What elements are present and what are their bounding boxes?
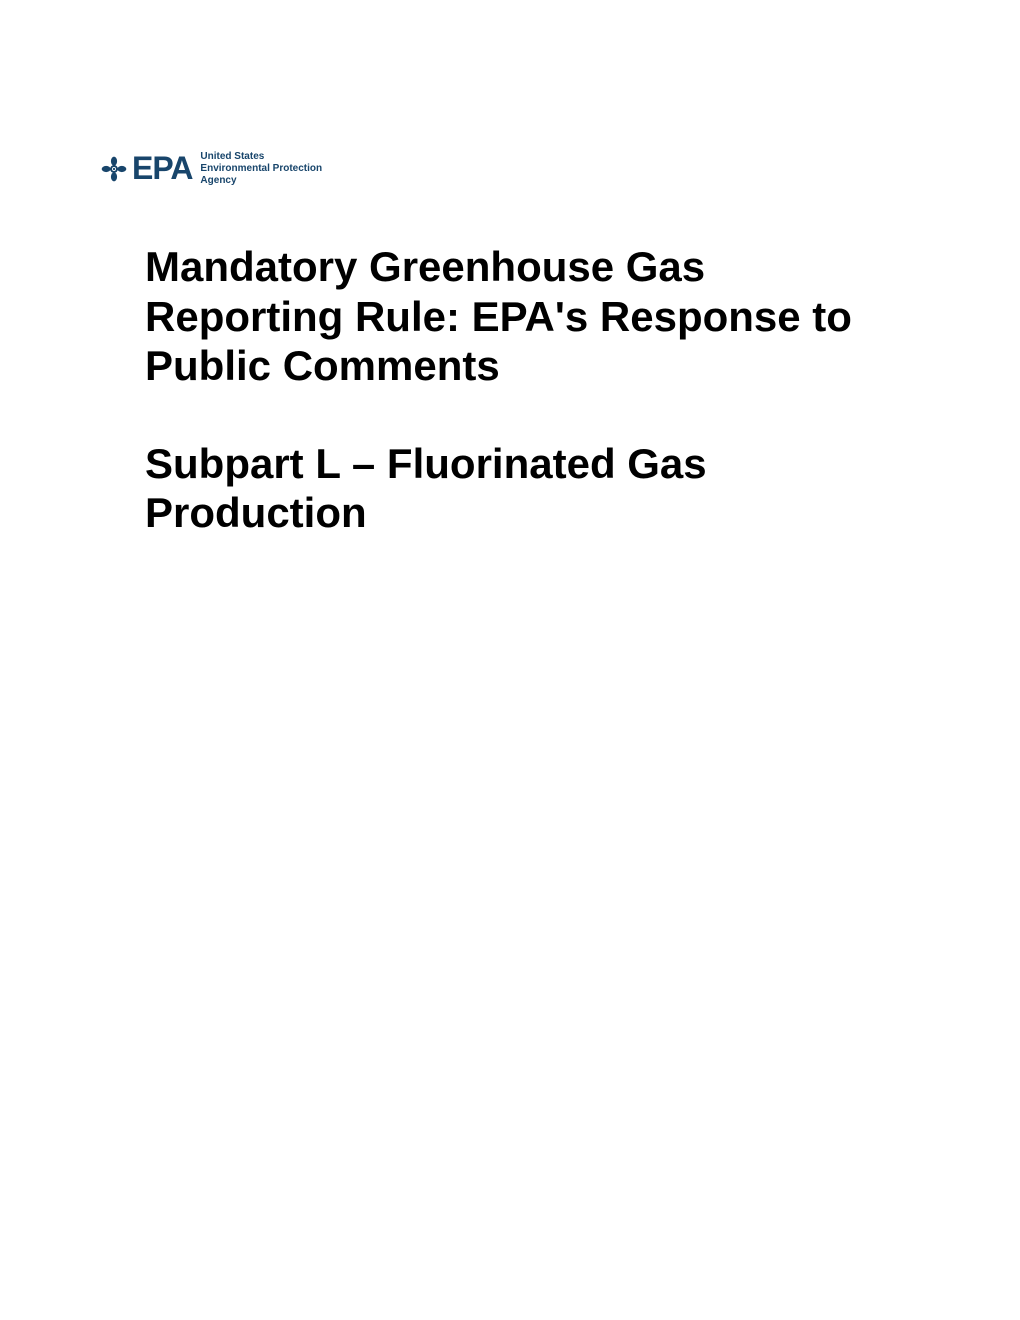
document-title-main: Mandatory Greenhouse Gas Reporting Rule:…: [145, 242, 870, 391]
agency-line-2: Environmental Protection: [200, 163, 322, 175]
agency-name: United States Environmental Protection A…: [200, 151, 322, 187]
agency-line-3: Agency: [200, 175, 322, 187]
epa-logo-block: EPA United States Environmental Protecti…: [100, 150, 930, 187]
agency-line-1: United States: [200, 151, 322, 163]
document-page: EPA United States Environmental Protecti…: [0, 0, 1020, 538]
title-block: Mandatory Greenhouse Gas Reporting Rule:…: [145, 242, 870, 538]
document-title-sub: Subpart L – Fluorinated Gas Production: [145, 439, 870, 538]
epa-abbreviation: EPA: [132, 150, 192, 187]
epa-flower-icon: [100, 155, 128, 183]
